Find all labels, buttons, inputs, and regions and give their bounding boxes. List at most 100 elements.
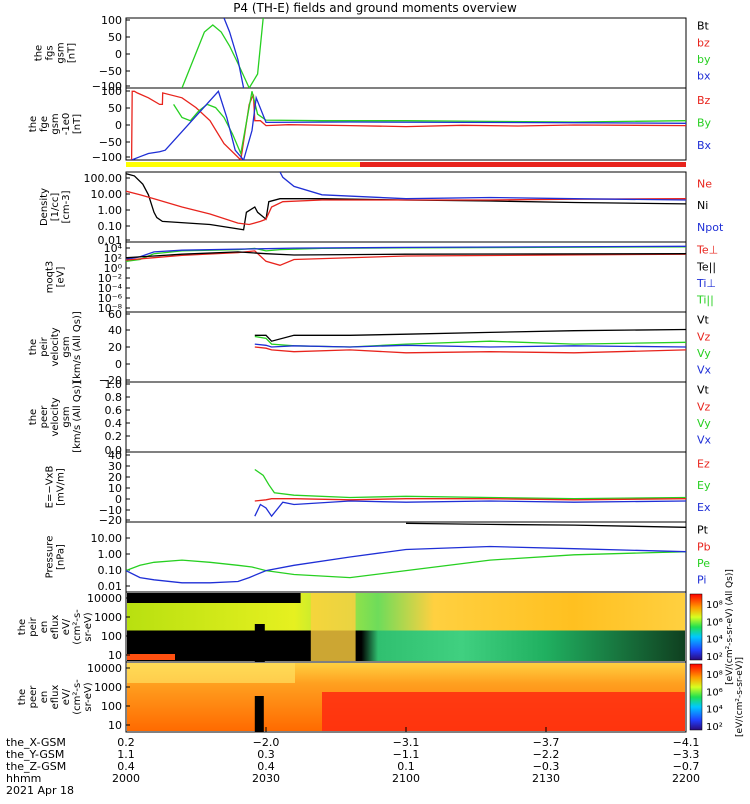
legend-fge: By <box>697 116 712 129</box>
peir-spectrogram-gap <box>127 593 301 603</box>
xtick-value: 0.2 <box>117 736 135 749</box>
series-pressure-Pi <box>126 545 686 584</box>
ylabel-peer_spec: peer <box>28 685 39 709</box>
ylabel-temp: moqt3 <box>45 261 56 294</box>
legend-peer_vel: Vx <box>697 434 712 447</box>
xtick-value: 0.1 <box>397 760 415 773</box>
legend-peer_vel: Vt <box>697 384 710 397</box>
legend-temp: Ti|| <box>696 294 714 307</box>
ytick-peir_vel: 0 <box>115 358 122 371</box>
series-pressure-Pe <box>126 551 686 579</box>
series-peir_vel-Vt <box>254 328 686 342</box>
ylabel-peir_spec: peir <box>28 616 39 636</box>
xtick-value: 2030 <box>252 772 280 785</box>
ylabel-fgs: gsm <box>56 42 67 63</box>
series-peir_vel-Vz <box>254 346 686 354</box>
xtick-value: 2130 <box>532 772 560 785</box>
colorbar-tick-peer_spec: 10⁸ <box>706 670 723 681</box>
ytick-pressure: 1.00 <box>98 548 123 561</box>
peir-spectrogram-lowbin <box>127 654 175 660</box>
panel-frame-fgs <box>125 17 687 89</box>
xtick-value: −2.0 <box>253 736 280 749</box>
ytick-temp: 10⁻⁶ <box>98 292 123 305</box>
ytick-fgs: −50 <box>99 65 122 78</box>
series-pressure-Pt <box>405 522 686 528</box>
ylabel-peer_spec: eflux <box>50 685 61 710</box>
series-temp-Ti⊥ <box>126 245 686 261</box>
ylabel-fge: gsm <box>50 113 61 134</box>
legend-fge: Bx <box>697 139 712 152</box>
panel-frame-pressure <box>125 521 687 593</box>
ytick-efield: 30 <box>108 460 122 473</box>
legend-density: Ni <box>697 199 708 212</box>
xtick-value: 2000 <box>112 772 140 785</box>
legend-fgs: by <box>697 53 711 66</box>
ytick-fgs: 50 <box>108 31 122 44</box>
ytick-temp: 10⁻² <box>98 272 122 285</box>
ytick-density: 100.00 <box>84 172 123 185</box>
ylabel-peer_vel: the <box>28 409 39 425</box>
legend-fgs: Bt <box>697 20 710 33</box>
series-efield-Ez <box>254 498 686 502</box>
ylabel-peer_vel: velocity <box>50 397 61 436</box>
xtick-value: 2100 <box>392 772 420 785</box>
ylabel-efield: E=−VxB <box>45 466 56 509</box>
xtick-value: 0.4 <box>257 760 275 773</box>
panel-peir_vel <box>125 311 687 383</box>
ylabel-pressure: [nPa] <box>56 544 67 570</box>
peir-spectrogram-low <box>127 630 685 661</box>
ytick-peer_spec: 10 <box>108 719 122 732</box>
xtick-value: 0.4 <box>117 760 135 773</box>
ytick-temp: 10⁰ <box>104 262 123 275</box>
ylabel-density: [1/cc] <box>50 193 61 222</box>
ylabel-fge: fge <box>39 116 50 132</box>
colorbar-tick-peir_spec: 10⁸ <box>706 600 723 611</box>
ylabel-peir_spec: the <box>17 619 28 635</box>
series-fgs-bx <box>223 18 245 88</box>
status-bar-yellow <box>126 162 360 167</box>
ytick-peir_spec: 10 <box>108 649 122 662</box>
ylabel-peir_vel: gsm <box>61 336 72 357</box>
xrow-label: the_Z-GSM <box>6 760 66 773</box>
legend-fgs: bz <box>697 36 710 49</box>
legend-efield: Ez <box>697 457 710 470</box>
ytick-fge: 0 <box>115 119 122 132</box>
ytick-fgs: −100 <box>92 80 122 93</box>
ytick-peir_vel: −20 <box>99 374 122 387</box>
colorbar-peer_spec <box>689 663 703 731</box>
ytick-efield: −10 <box>99 504 122 517</box>
legend-peer_vel: Vy <box>697 417 711 430</box>
ytick-fgs: 0 <box>115 48 122 61</box>
ylabel-fgs: [nT] <box>67 43 78 63</box>
ylabel-peer_spec: en <box>39 691 50 704</box>
ylabel-fge: -1e0 <box>61 113 72 136</box>
ylabel-peer_vel: [km/s (All Qs)] <box>72 381 83 453</box>
date-label: 2021 Apr 18 <box>6 784 74 797</box>
peir-spectrogram-datagap <box>254 624 265 662</box>
ytick-fge: −100 <box>92 151 122 164</box>
legend-temp: Ti⊥ <box>696 277 716 290</box>
legend-temp: Te⊥ <box>696 244 718 257</box>
ytick-peer_spec: 100 <box>101 700 122 713</box>
peer-spectrogram-red <box>322 692 685 731</box>
ytick-peir_vel: 20 <box>108 341 122 354</box>
ytick-peir_spec: 10000 <box>87 592 122 605</box>
xrow-label: hhmm <box>6 772 41 785</box>
ylabel-density: Density <box>39 188 50 226</box>
ylabel-fgs: fgs <box>45 45 56 60</box>
colorbar-tick-peir_spec: 10⁶ <box>706 617 723 628</box>
ytick-density: 0.01 <box>98 234 123 247</box>
series-temp-Te⊥ <box>126 250 686 266</box>
ytick-density: 0.10 <box>98 220 123 233</box>
ytick-temp: 10⁴ <box>104 242 123 255</box>
series-temp-Te|| <box>126 251 686 259</box>
ytick-temp: 10² <box>104 252 122 265</box>
xrow-label: the_Y-GSM <box>6 748 64 761</box>
ylabel-density: [cm-3] <box>61 190 72 223</box>
legend-pressure: Pb <box>697 540 711 553</box>
legend-peer_vel: Vz <box>697 400 711 413</box>
panel-frame-peir_vel <box>125 311 687 383</box>
legend-pressure: Pi <box>697 574 706 587</box>
ylabel-peir_spec: eflux <box>50 615 61 640</box>
